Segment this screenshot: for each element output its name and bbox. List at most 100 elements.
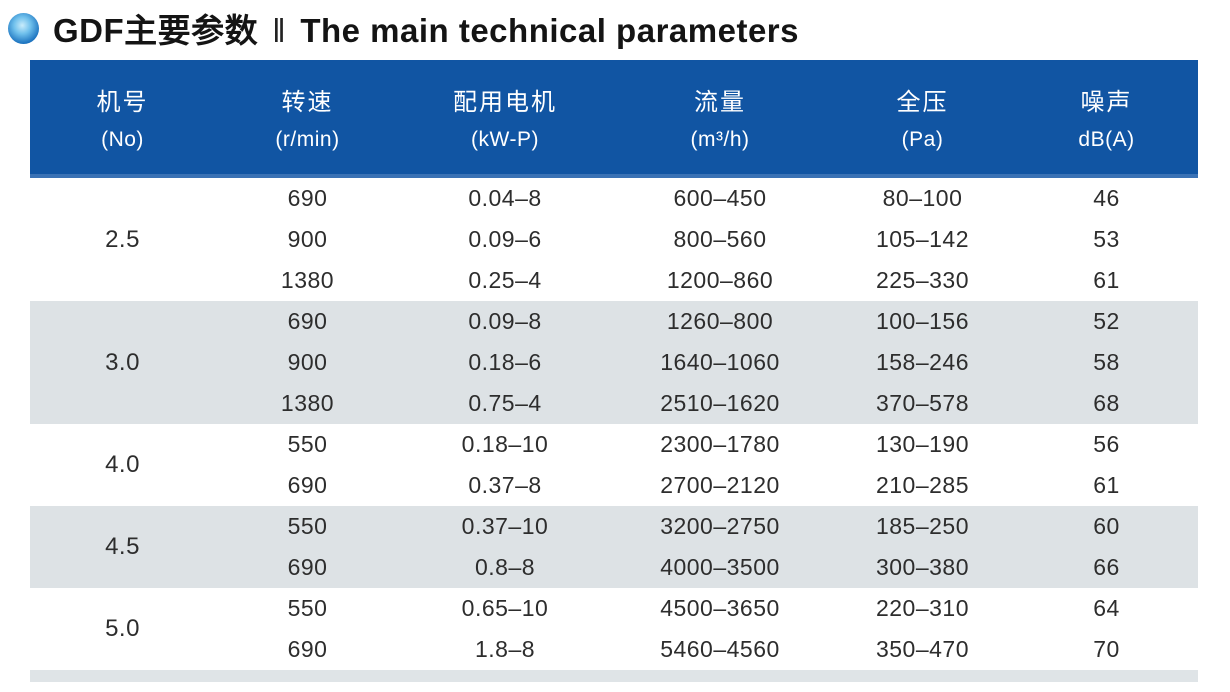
value-cell: 3200–2750 xyxy=(610,506,830,547)
value-cell: 225–330 xyxy=(830,260,1015,301)
value-cell: 4500–3650 xyxy=(610,588,830,629)
column-unit: (No) xyxy=(101,128,144,151)
fan-no-cell: 4.0 xyxy=(30,424,215,506)
fan-no-cell: 2.5 xyxy=(30,176,215,301)
table-row: 1380 0.25–4 1200–860 225–330 61 xyxy=(30,260,1198,301)
value-cell: 300–380 xyxy=(830,547,1015,588)
table-row: 1380 0.75–4 2510–1620 370–578 68 xyxy=(30,383,1198,424)
column-name: 配用电机 xyxy=(453,89,557,116)
column-name: 全压 xyxy=(896,89,949,116)
value-cell: 2700–2120 xyxy=(610,465,830,506)
column-header-3: 配用电机 (kW-P) xyxy=(400,60,610,178)
value-cell: 64 xyxy=(1015,588,1198,629)
header-row: 机号 (No) 转速 (r/min) 配用电机 (kW-P) 流量 (m³/h) 全压 (Pa) 噪… xyxy=(30,60,1198,178)
table-row: 690 1.8–8 5460–4560 350–470 70 xyxy=(30,629,1198,670)
value-cell: 0.09–8 xyxy=(400,301,610,342)
column-header-5: 全压 (Pa) xyxy=(830,60,1015,178)
value-cell: 0.18–6 xyxy=(400,342,610,383)
value-cell: 0.37–10 xyxy=(400,506,610,547)
value-cell: 61 xyxy=(1015,260,1198,301)
value-cell: 80–100 xyxy=(830,176,1015,219)
value-cell: 70 xyxy=(1015,629,1198,670)
column-unit: (kW-P) xyxy=(471,128,539,151)
column-name: 流量 xyxy=(694,89,746,116)
column-name: 机号 xyxy=(96,89,149,116)
value-cell: 1640–1060 xyxy=(610,342,830,383)
table-bottom-strip xyxy=(30,670,1198,682)
value-cell: 1.8–8 xyxy=(400,629,610,670)
column-name: 噪声 xyxy=(1080,89,1133,116)
value-cell: 53 xyxy=(1015,219,1198,260)
column-header-6: 噪声 dB(A) xyxy=(1015,60,1198,178)
value-cell: 0.37–8 xyxy=(400,465,610,506)
column-header-1: 机号 (No) xyxy=(30,60,215,178)
title-divider: ‖ xyxy=(272,12,287,49)
column-unit: (m³/h) xyxy=(690,128,750,151)
value-cell: 0.04–8 xyxy=(400,176,610,219)
column-unit: dB(A) xyxy=(1078,128,1135,151)
value-cell: 52 xyxy=(1015,301,1198,342)
value-cell: 68 xyxy=(1015,383,1198,424)
value-cell: 370–578 xyxy=(830,383,1015,424)
value-cell: 550 xyxy=(215,506,400,547)
value-cell: 5460–4560 xyxy=(610,629,830,670)
value-cell: 690 xyxy=(215,301,400,342)
value-cell: 0.75–4 xyxy=(400,383,610,424)
value-cell: 0.25–4 xyxy=(400,260,610,301)
parameters-table: 机号 (No) 转速 (r/min) 配用电机 (kW-P) 流量 (m³/h) 全压 (Pa) 噪… xyxy=(30,60,1198,670)
value-cell: 58 xyxy=(1015,342,1198,383)
value-cell: 1200–860 xyxy=(610,260,830,301)
value-cell: 2510–1620 xyxy=(610,383,830,424)
fan-no-cell: 4.5 xyxy=(30,506,215,588)
value-cell: 690 xyxy=(215,547,400,588)
value-cell: 690 xyxy=(215,465,400,506)
table-row: 4.0 550 0.18–10 2300–1780 130–190 56 xyxy=(30,424,1198,506)
value-cell: 158–246 xyxy=(830,342,1015,383)
value-cell: 4000–3500 xyxy=(610,547,830,588)
value-cell: 46 xyxy=(1015,176,1198,219)
title-zh: GDF主要参数 xyxy=(53,12,259,49)
value-cell: 61 xyxy=(1015,465,1198,506)
table-body: 2.5 690 0.04–8 600–450 80–100 46 900 0.09–6 800–… xyxy=(30,176,1198,670)
value-cell: 0.65–10 xyxy=(400,588,610,629)
value-cell: 0.09–6 xyxy=(400,219,610,260)
table-row: 900 0.18–6 1640–1060 158–246 58 xyxy=(30,342,1198,383)
value-cell: 900 xyxy=(215,219,400,260)
value-cell: 600–450 xyxy=(610,176,830,219)
value-cell: 690 xyxy=(215,176,400,219)
fan-no-cell: 3.0 xyxy=(30,301,215,424)
column-header-4: 流量 (m³/h) xyxy=(610,60,830,178)
table-row: 4.5 550 0.37–10 3200–2750 185–250 60 xyxy=(30,506,1198,588)
table-row: 5.0 550 0.65–10 4500–3650 220–310 64 xyxy=(30,588,1198,670)
value-cell: 105–142 xyxy=(830,219,1015,260)
page-header: GDF主要参数 ‖ The main technical parameters xyxy=(8,4,799,52)
value-cell: 0.8–8 xyxy=(400,547,610,588)
value-cell: 0.18–10 xyxy=(400,424,610,465)
value-cell: 185–250 xyxy=(830,506,1015,547)
column-header-2: 转速 (r/min) xyxy=(215,60,400,178)
value-cell: 130–190 xyxy=(830,424,1015,465)
column-unit: (r/min) xyxy=(275,128,340,151)
table-header: 机号 (No) 转速 (r/min) 配用电机 (kW-P) 流量 (m³/h) 全压 (Pa) 噪… xyxy=(30,60,1198,178)
value-cell: 100–156 xyxy=(830,301,1015,342)
value-cell: 550 xyxy=(215,424,400,465)
table-row: 690 0.37–8 2700–2120 210–285 61 xyxy=(30,465,1198,506)
value-cell: 1260–800 xyxy=(610,301,830,342)
value-cell: 56 xyxy=(1015,424,1198,465)
value-cell: 690 xyxy=(215,629,400,670)
value-cell: 66 xyxy=(1015,547,1198,588)
value-cell: 210–285 xyxy=(830,465,1015,506)
value-cell: 1380 xyxy=(215,383,400,424)
value-cell: 350–470 xyxy=(830,629,1015,670)
value-cell: 550 xyxy=(215,588,400,629)
value-cell: 800–560 xyxy=(610,219,830,260)
table-row: 900 0.09–6 800–560 105–142 53 xyxy=(30,219,1198,260)
value-cell: 60 xyxy=(1015,506,1198,547)
fan-no-cell: 5.0 xyxy=(30,588,215,670)
table-row: 3.0 690 0.09–8 1260–800 100–156 52 xyxy=(30,301,1198,424)
column-name: 转速 xyxy=(281,89,334,116)
blue-sphere-icon xyxy=(8,12,39,44)
column-unit: (Pa) xyxy=(901,128,944,151)
table-row: 2.5 690 0.04–8 600–450 80–100 46 xyxy=(30,176,1198,301)
table-row: 690 0.8–8 4000–3500 300–380 66 xyxy=(30,547,1198,588)
